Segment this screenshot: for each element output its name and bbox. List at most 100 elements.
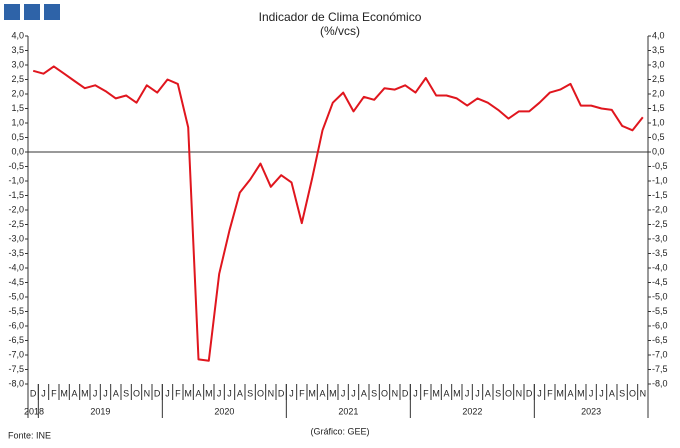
x-tick-label: M [453, 388, 461, 398]
x-tick-label: A [361, 388, 367, 398]
x-tick-label: S [619, 388, 625, 398]
y2-tick-label: -2,0 [652, 204, 668, 214]
y2-tick-label: -3,0 [652, 233, 668, 243]
x-tick-label: N [516, 388, 523, 398]
y-tick-label: -3,5 [8, 248, 24, 258]
x-tick-label: A [443, 388, 449, 398]
y-tick-label: -1,0 [8, 175, 24, 185]
chart-subtitle: (%/vcs) [320, 24, 360, 38]
x-tick-label: D [278, 388, 285, 398]
x-tick-label: O [257, 388, 264, 398]
x-tick-label: J [41, 388, 46, 398]
x-tick-label: N [144, 388, 151, 398]
logo-block [4, 4, 20, 20]
y2-tick-label: -4,0 [652, 262, 668, 272]
y2-tick-label: -1,5 [652, 190, 668, 200]
x-tick-label: S [123, 388, 129, 398]
y2-tick-label: -7,5 [652, 364, 668, 374]
x-tick-label: D [30, 388, 37, 398]
x-tick-label: N [640, 388, 647, 398]
y-tick-label: -2,0 [8, 204, 24, 214]
x-tick-label: A [485, 388, 491, 398]
y2-tick-label: 1,0 [652, 117, 665, 127]
y2-tick-label: -8,0 [652, 378, 668, 388]
x-tick-label: J [475, 388, 480, 398]
x-tick-label: J [599, 388, 604, 398]
y-tick-label: 0,5 [11, 132, 24, 142]
y2-tick-label: 0,0 [652, 146, 665, 156]
x-tick-label: O [505, 388, 512, 398]
x-tick-label: M [60, 388, 68, 398]
y2-tick-label: -1,0 [652, 175, 668, 185]
x-tick-label: M [556, 388, 564, 398]
y2-tick-label: 4,0 [652, 30, 665, 40]
y2-tick-label: 3,0 [652, 59, 665, 69]
x-tick-label: J [351, 388, 356, 398]
y-tick-label: -6,5 [8, 335, 24, 345]
source: Fonte: INE [8, 430, 51, 440]
y2-tick-label: -0,5 [652, 161, 668, 171]
x-tick-label: N [392, 388, 399, 398]
x-tick-label: O [381, 388, 388, 398]
x-tick-label: A [567, 388, 573, 398]
y-tick-label: 3,5 [11, 45, 24, 55]
x-tick-label: S [371, 388, 377, 398]
y2-tick-label: -3,5 [652, 248, 668, 258]
x-tick-label: J [413, 388, 418, 398]
x-tick-label: J [165, 388, 170, 398]
x-tick-label: A [237, 388, 243, 398]
chart-title: Indicador de Clima Económico [259, 10, 422, 24]
year-label: 2019 [90, 406, 110, 416]
x-tick-label: M [577, 388, 585, 398]
y-tick-label: -8,0 [8, 378, 24, 388]
x-tick-label: J [465, 388, 470, 398]
x-tick-label: J [589, 388, 594, 398]
y2-tick-label: 3,5 [652, 45, 665, 55]
y-tick-label: 1,5 [11, 103, 24, 113]
y-tick-label: -4,5 [8, 277, 24, 287]
y2-tick-label: -7,0 [652, 349, 668, 359]
year-label: 2022 [462, 406, 482, 416]
logo-block [24, 4, 40, 20]
y-tick-label: -3,0 [8, 233, 24, 243]
x-tick-label: J [103, 388, 108, 398]
x-tick-label: D [154, 388, 161, 398]
y-tick-label: 2,5 [11, 74, 24, 84]
x-tick-label: M [432, 388, 440, 398]
y-tick-label: -2,5 [8, 219, 24, 229]
y-tick-label: -4,0 [8, 262, 24, 272]
y-tick-label: 4,0 [11, 30, 24, 40]
y2-tick-label: 2,0 [652, 88, 665, 98]
x-tick-label: S [495, 388, 501, 398]
y2-tick-label: -2,5 [652, 219, 668, 229]
y-tick-label: -7,5 [8, 364, 24, 374]
y-tick-label: -6,0 [8, 320, 24, 330]
y2-tick-label: 1,5 [652, 103, 665, 113]
y-tick-label: -1,5 [8, 190, 24, 200]
x-tick-label: A [195, 388, 201, 398]
x-tick-label: F [299, 388, 305, 398]
x-tick-label: A [319, 388, 325, 398]
x-tick-label: O [133, 388, 140, 398]
x-tick-label: A [71, 388, 77, 398]
x-tick-label: J [341, 388, 346, 398]
x-tick-label: A [609, 388, 615, 398]
x-tick-label: M [308, 388, 316, 398]
x-tick-label: O [629, 388, 636, 398]
x-tick-label: M [329, 388, 337, 398]
y-tick-label: 0,0 [11, 146, 24, 156]
x-tick-label: M [205, 388, 213, 398]
year-label: 2018 [24, 406, 44, 416]
y-tick-label: -0,5 [8, 161, 24, 171]
y-tick-label: -5,0 [8, 291, 24, 301]
y2-tick-label: -6,0 [652, 320, 668, 330]
y-tick-label: 1,0 [11, 117, 24, 127]
x-tick-label: D [526, 388, 533, 398]
x-tick-label: F [547, 388, 553, 398]
x-tick-label: D [402, 388, 409, 398]
logo-block [44, 4, 60, 20]
x-tick-label: J [537, 388, 542, 398]
x-tick-label: N [268, 388, 275, 398]
year-label: 2021 [338, 406, 358, 416]
